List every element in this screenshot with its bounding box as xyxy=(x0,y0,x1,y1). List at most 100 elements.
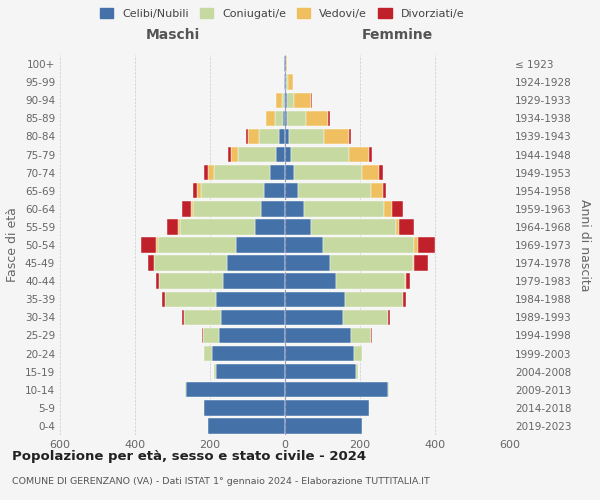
Bar xyxy=(215,364,285,380)
Bar xyxy=(355,346,362,362)
Bar xyxy=(285,92,287,108)
Bar xyxy=(193,183,197,198)
Bar xyxy=(238,147,275,162)
Bar xyxy=(208,418,285,434)
Bar xyxy=(385,201,392,216)
Bar xyxy=(230,147,238,162)
Bar xyxy=(335,274,405,289)
Bar xyxy=(287,110,305,126)
Bar xyxy=(405,274,406,289)
Bar xyxy=(285,56,286,72)
Bar xyxy=(406,274,409,289)
Bar xyxy=(356,364,358,380)
Bar xyxy=(223,274,285,289)
Bar xyxy=(285,292,345,307)
Legend: Celibi/Nubili, Coniugati/e, Vedovi/e, Divorziati/e: Celibi/Nubili, Coniugati/e, Vedovi/e, Di… xyxy=(100,8,464,19)
Bar xyxy=(379,165,383,180)
Bar xyxy=(266,110,275,126)
Bar xyxy=(280,128,285,144)
Bar xyxy=(193,201,260,216)
Bar xyxy=(388,382,389,398)
Bar xyxy=(284,56,285,72)
Bar xyxy=(155,274,160,289)
Bar xyxy=(285,346,355,362)
Bar xyxy=(285,165,295,180)
Bar xyxy=(285,364,356,380)
Bar xyxy=(413,256,415,271)
Bar xyxy=(285,201,304,216)
Text: Femmine: Femmine xyxy=(362,28,433,42)
Bar xyxy=(270,165,285,180)
Bar xyxy=(285,147,290,162)
Bar xyxy=(285,418,362,434)
Bar xyxy=(182,201,191,216)
Bar xyxy=(290,147,349,162)
Bar xyxy=(160,274,223,289)
Bar xyxy=(178,219,180,234)
Bar xyxy=(325,128,349,144)
Bar xyxy=(370,147,373,162)
Bar xyxy=(295,165,362,180)
Bar xyxy=(285,183,298,198)
Bar xyxy=(383,183,386,198)
Bar xyxy=(191,201,193,216)
Bar xyxy=(227,256,285,271)
Bar xyxy=(236,238,285,252)
Bar xyxy=(349,128,350,144)
Bar xyxy=(403,292,406,307)
Bar xyxy=(388,310,390,325)
Bar xyxy=(295,92,311,108)
Text: COMUNE DI GERENZANO (VA) - Dati ISTAT 1° gennaio 2024 - Elaborazione TUTTITALIA.: COMUNE DI GERENZANO (VA) - Dati ISTAT 1°… xyxy=(12,478,430,486)
Bar xyxy=(323,238,415,252)
Bar xyxy=(285,274,335,289)
Bar xyxy=(157,238,236,252)
Bar xyxy=(284,92,285,108)
Bar xyxy=(202,328,203,343)
Bar xyxy=(395,219,400,234)
Bar xyxy=(182,310,184,325)
Bar xyxy=(305,110,328,126)
Bar xyxy=(162,292,165,307)
Bar xyxy=(285,128,289,144)
Bar xyxy=(371,183,383,198)
Bar xyxy=(285,256,330,271)
Bar xyxy=(362,165,379,180)
Bar xyxy=(304,201,385,216)
Bar xyxy=(311,219,395,234)
Bar xyxy=(255,219,285,234)
Bar xyxy=(392,201,403,216)
Bar xyxy=(285,328,350,343)
Bar xyxy=(350,328,371,343)
Bar xyxy=(286,56,287,72)
Bar xyxy=(205,165,208,180)
Bar xyxy=(275,147,285,162)
Bar xyxy=(155,238,157,252)
Y-axis label: Anni di nascita: Anni di nascita xyxy=(578,198,591,291)
Bar xyxy=(205,400,285,415)
Bar xyxy=(415,256,427,271)
Bar xyxy=(311,92,312,108)
Bar xyxy=(245,128,248,144)
Bar xyxy=(285,74,286,90)
Bar xyxy=(203,328,220,343)
Bar xyxy=(180,219,255,234)
Bar xyxy=(214,165,270,180)
Bar xyxy=(287,74,293,90)
Bar xyxy=(289,128,325,144)
Bar xyxy=(259,128,280,144)
Text: Maschi: Maschi xyxy=(145,28,200,42)
Bar xyxy=(285,310,343,325)
Bar xyxy=(345,292,403,307)
Bar xyxy=(167,219,178,234)
Bar xyxy=(371,328,372,343)
Bar xyxy=(185,382,285,398)
Bar xyxy=(418,238,435,252)
Bar xyxy=(286,74,287,90)
Bar xyxy=(248,128,259,144)
Bar xyxy=(285,219,311,234)
Bar xyxy=(214,364,215,380)
Bar xyxy=(208,165,214,180)
Bar xyxy=(140,238,155,252)
Bar xyxy=(220,328,285,343)
Bar xyxy=(328,110,330,126)
